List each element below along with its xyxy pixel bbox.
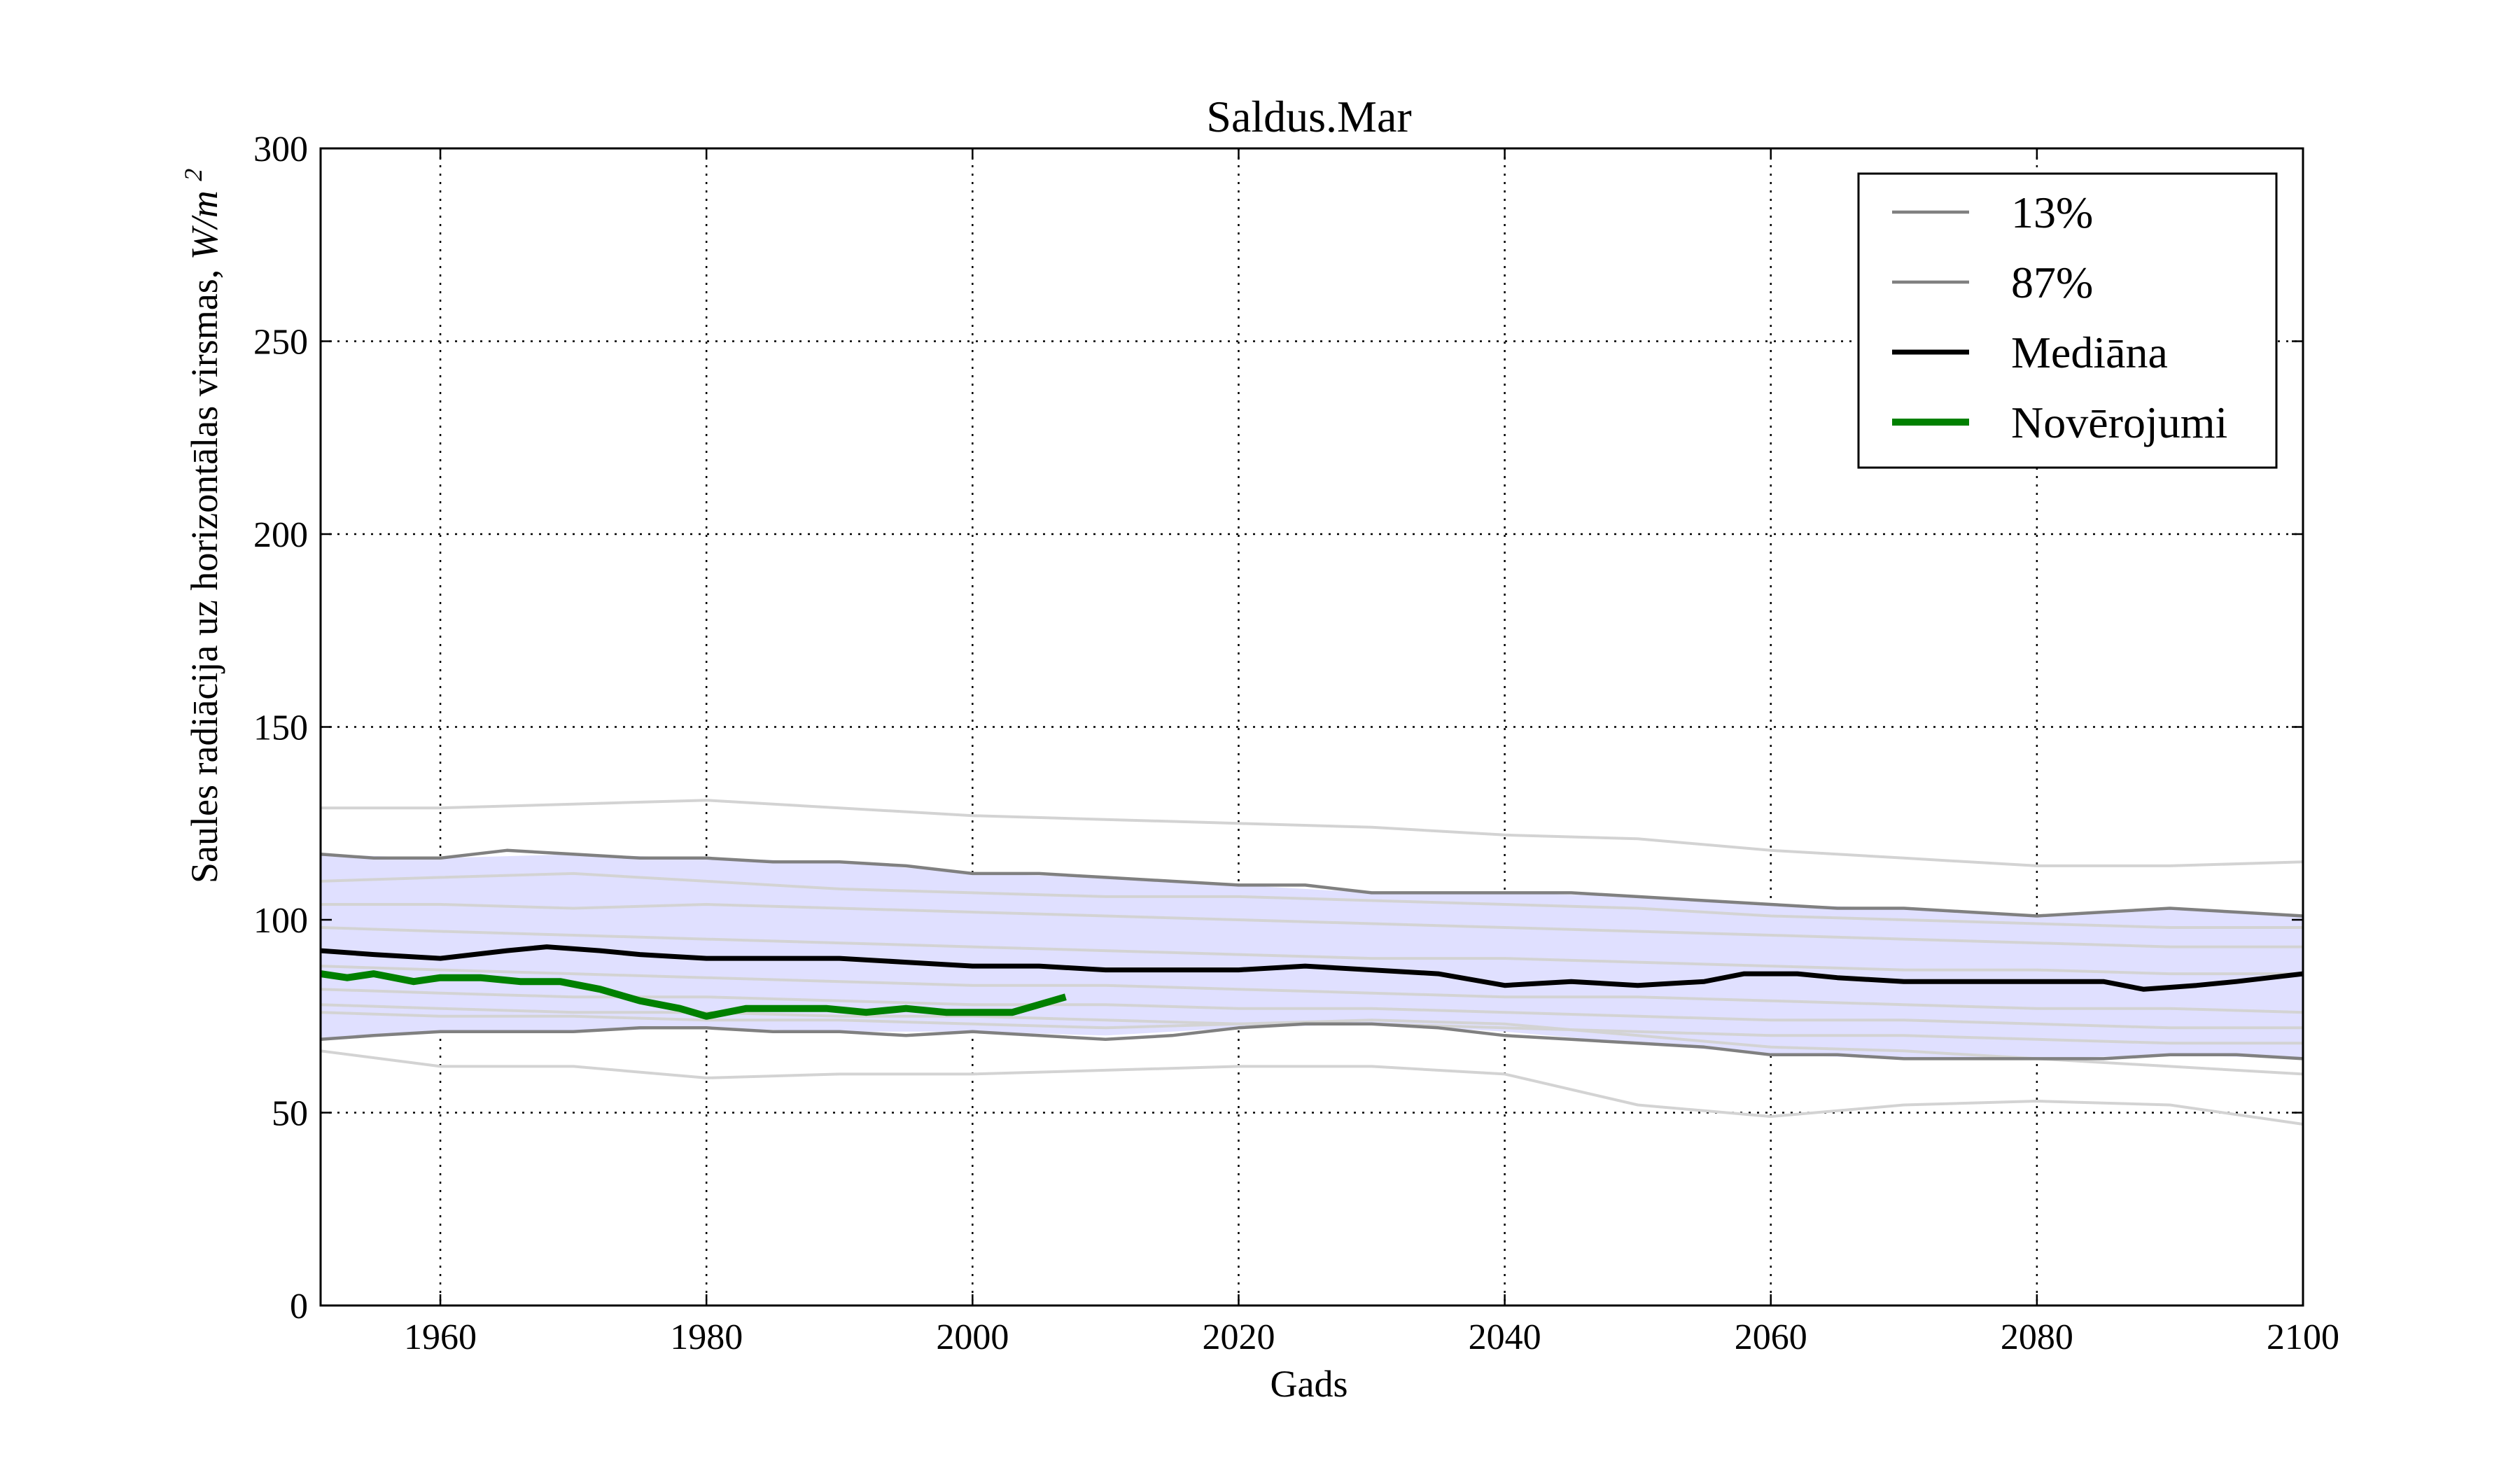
x-tick-label: 2100 <box>2267 1317 2339 1357</box>
x-tick-label: 1980 <box>670 1317 743 1357</box>
ensemble-line <box>321 799 2304 867</box>
series-line-percentile <box>320 848 2304 918</box>
y-tick-label: 300 <box>253 130 308 169</box>
legend-label: 87% <box>2011 258 2093 307</box>
y-tick-label: 100 <box>253 901 308 941</box>
x-tick-label: 2020 <box>1202 1317 1275 1357</box>
y-axis-ticks: 0 50 100 150 200 250 300 <box>253 130 2303 1326</box>
series-lines <box>320 848 2304 1060</box>
y-axis-label-text: Saules radiācija uz horizontālas virsmas… <box>183 260 225 883</box>
ensemble-line <box>320 926 2303 976</box>
legend-label: Novērojumi <box>2011 398 2227 447</box>
y-tick-label: 150 <box>253 708 308 748</box>
x-tick-label: 1960 <box>404 1317 477 1357</box>
ensemble-line <box>320 1049 2304 1126</box>
ensemble-line <box>320 1011 2304 1076</box>
ensemble-line <box>320 965 2304 1014</box>
ensemble-line <box>321 903 2303 948</box>
legend: 13% 87% Mediāna Novērojumi <box>1857 172 2278 469</box>
series-line-percentile <box>320 1022 2304 1060</box>
ensemble-line <box>320 872 2303 929</box>
y-axis-label-unit-exponent: 2 <box>179 169 207 181</box>
x-axis-label: Gads <box>1270 1363 1348 1405</box>
x-tick-label: 2080 <box>2001 1317 2073 1357</box>
series-line-median <box>320 944 2304 992</box>
legend-label: Mediāna <box>2011 328 2168 377</box>
chart-title: Saldus.Mar <box>1206 92 1411 141</box>
y-tick-label: 50 <box>272 1094 308 1134</box>
ensemble-line <box>320 988 2303 1030</box>
series-line-observations <box>320 970 1067 1020</box>
x-tick-label: 2040 <box>1469 1317 1541 1357</box>
x-axis-ticks: 1960 1980 2000 2020 2040 2060 2080 2100 <box>404 148 2339 1357</box>
x-tick-label: 2000 <box>936 1317 1009 1357</box>
y-tick-label: 200 <box>253 515 308 555</box>
y-axis-label-unit: W/m <box>183 190 225 260</box>
x-tick-label: 2060 <box>1735 1317 1807 1357</box>
legend-label: 13% <box>2011 188 2093 237</box>
y-tick-label: 0 <box>290 1287 308 1326</box>
y-tick-label: 250 <box>253 323 308 363</box>
y-axis-label: Saules radiācija uz horizontālas virsmas… <box>179 169 225 883</box>
